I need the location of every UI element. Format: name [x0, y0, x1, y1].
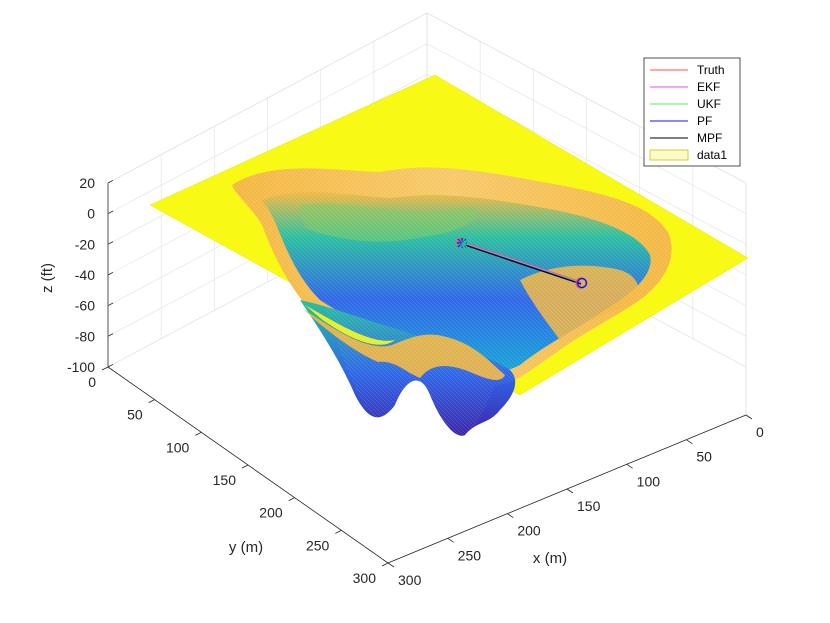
y-tick-mark [241, 464, 249, 469]
trajectory-pf [461, 243, 582, 285]
start-star [455, 237, 465, 247]
trajectory-ukf [461, 242, 582, 284]
start-star [457, 238, 467, 248]
legend-entry-label: UKF [697, 97, 721, 111]
z-tick-mark [107, 210, 114, 215]
legend-swatch [649, 149, 689, 161]
legend-entry-label: EKF [697, 80, 720, 94]
z-tick-mark [107, 271, 114, 276]
x-tick-label: 200 [517, 523, 541, 539]
x-tick-label: 0 [756, 424, 764, 440]
y-tick-label: 300 [353, 570, 377, 586]
start-star [459, 239, 469, 249]
legend-entry-label: data1 [697, 148, 727, 162]
x-tick-mark [387, 562, 395, 568]
z-tick-labels: 20 0 -20 -40 -60 -80 -100 [67, 175, 114, 375]
z-tick-mark [107, 363, 114, 368]
x-tick-mark [686, 439, 693, 444]
x-tick-label: 250 [458, 547, 482, 563]
x-tick-mark [626, 464, 633, 469]
legend-box [643, 57, 741, 167]
y-tick-label: 250 [306, 537, 330, 553]
x-tick-mark [566, 488, 574, 494]
y-tick-mark [381, 562, 389, 567]
z-tick-label: 20 [79, 175, 95, 191]
y-tick-mark [148, 399, 155, 404]
z-axis-label: z (ft) [39, 263, 56, 293]
z-tick-mark [107, 302, 114, 307]
y-tick-label: 50 [127, 407, 143, 423]
y-tick-mark [101, 366, 109, 371]
z-tick-label: -20 [75, 236, 95, 252]
x-tick-mark [447, 538, 454, 543]
y-tick-label: 100 [166, 439, 190, 455]
z-tick-label: -40 [75, 267, 95, 283]
y-tick-label: 0 [88, 374, 96, 390]
z-tick-label: 0 [87, 206, 95, 222]
z-tick-mark [107, 241, 114, 245]
legend-entry-label: PF [697, 114, 712, 128]
surface-mesh [232, 167, 672, 440]
trajectory-group [455, 237, 588, 289]
trajectory-mpf [461, 243, 582, 285]
x-tick-label: 150 [577, 498, 601, 514]
x-tick-label: 300 [398, 572, 422, 588]
terrain-surface [149, 74, 749, 440]
y-tick-mark [195, 431, 202, 436]
trajectory-ekf [461, 241, 582, 283]
z-tick-mark [107, 333, 114, 337]
y-tick-mark [335, 529, 342, 534]
z-tick-label: -60 [75, 298, 95, 314]
start-star-marker [455, 237, 469, 249]
x-tick-label: 100 [637, 473, 661, 489]
y-tick-mark [288, 497, 295, 502]
x-tick-mark [745, 414, 753, 420]
x-tick-labels: 0 50 100 150 200 250 300 [387, 414, 764, 588]
legend: Truth EKF UKF PF MPF data1 [643, 57, 741, 167]
y-tick-label: 150 [213, 472, 237, 488]
y-tick-labels: 0 50 100 150 200 250 300 [88, 366, 389, 586]
x-axis-label: x (m) [533, 550, 567, 567]
end-circle [576, 277, 588, 289]
y-axis-label: y (m) [229, 539, 263, 556]
legend-entry-label: Truth [697, 63, 725, 77]
z-tick-label: -100 [67, 359, 95, 375]
trajectory-truth [461, 241, 582, 283]
legend-entry-label: MPF [697, 131, 722, 145]
z-tick-label: -80 [75, 328, 95, 344]
end-circle-marker [575, 277, 588, 289]
x-tick-mark [507, 513, 514, 518]
x-tick-label: 50 [696, 449, 712, 465]
y-tick-label: 200 [259, 505, 283, 521]
z-tick-mark [107, 179, 114, 184]
